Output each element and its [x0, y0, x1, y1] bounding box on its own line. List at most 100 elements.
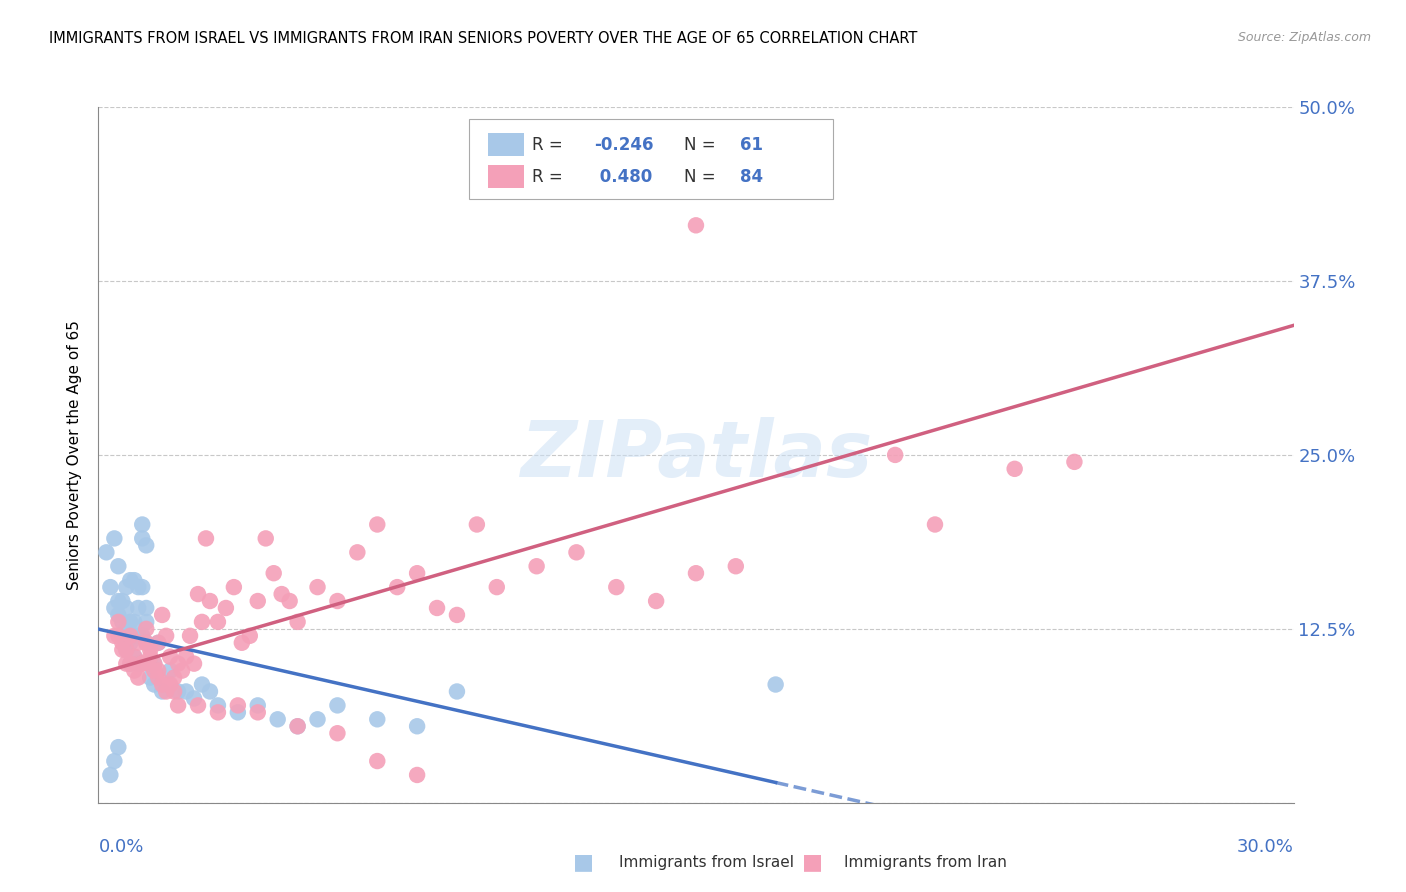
Point [187, 587, 209, 601]
Point [226, 706, 249, 720]
Point [103, 629, 125, 643]
Point [207, 615, 229, 629]
Y-axis label: Seniors Poverty Over the Age of 65: Seniors Poverty Over the Age of 65 [67, 320, 83, 590]
Point [155, 684, 177, 698]
Point [103, 601, 125, 615]
Point [270, 587, 292, 601]
Point [127, 580, 149, 594]
Point [131, 532, 153, 546]
Point [526, 559, 548, 574]
Point [385, 580, 409, 594]
Text: ■: ■ [803, 853, 823, 872]
Point [111, 629, 134, 643]
Point [150, 607, 173, 622]
Point [167, 657, 190, 671]
Point [246, 594, 269, 608]
Point [207, 706, 229, 720]
Text: 84: 84 [740, 168, 763, 186]
Text: IMMIGRANTS FROM ISRAEL VS IMMIGRANTS FROM IRAN SENIORS POVERTY OVER THE AGE OF 6: IMMIGRANTS FROM ISRAEL VS IMMIGRANTS FRO… [49, 31, 918, 46]
Point [645, 162, 668, 177]
Point [465, 517, 488, 532]
Point [127, 629, 149, 643]
Text: N =: N = [685, 136, 721, 153]
Point [287, 719, 309, 733]
Point [446, 607, 468, 622]
Point [183, 691, 205, 706]
Point [139, 657, 162, 671]
Point [924, 517, 946, 532]
FancyBboxPatch shape [488, 166, 524, 187]
Point [148, 636, 170, 650]
Point [127, 657, 149, 671]
Point [131, 517, 153, 532]
Point [222, 580, 245, 594]
Point [120, 636, 142, 650]
Point [115, 642, 138, 657]
Point [139, 649, 162, 664]
Point [195, 532, 218, 546]
Point [124, 629, 146, 643]
Point [326, 698, 349, 713]
Text: 0.0%: 0.0% [98, 838, 143, 855]
Point [174, 684, 197, 698]
Point [120, 629, 142, 643]
Point [191, 677, 214, 691]
Point [191, 615, 214, 629]
Point [287, 719, 309, 733]
Point [107, 615, 129, 629]
Point [115, 580, 138, 594]
Point [163, 671, 186, 685]
Point [107, 594, 129, 608]
Point [685, 219, 707, 233]
Point [127, 671, 149, 685]
Point [724, 559, 747, 574]
Point [107, 629, 129, 643]
Point [226, 698, 249, 713]
Text: 61: 61 [740, 136, 763, 153]
Point [148, 636, 170, 650]
Point [120, 657, 142, 671]
Point [246, 698, 269, 713]
Point [159, 677, 181, 691]
Point [107, 740, 129, 755]
Point [143, 657, 166, 671]
Point [131, 629, 153, 643]
Point [278, 594, 301, 608]
Point [115, 622, 138, 636]
Point [124, 649, 146, 664]
Point [287, 615, 309, 629]
Point [366, 517, 388, 532]
Point [167, 684, 190, 698]
Point [406, 768, 429, 782]
Point [135, 601, 157, 615]
Point [124, 664, 146, 678]
Point [127, 636, 149, 650]
Text: N =: N = [685, 168, 721, 186]
Point [183, 657, 205, 671]
FancyBboxPatch shape [488, 134, 524, 156]
Point [111, 594, 134, 608]
Point [127, 601, 149, 615]
Point [148, 671, 170, 685]
Point [124, 573, 146, 587]
Point [254, 532, 277, 546]
Point [143, 664, 166, 678]
Point [139, 642, 162, 657]
Point [406, 566, 429, 581]
Point [120, 657, 142, 671]
Text: ■: ■ [574, 853, 593, 872]
Point [263, 566, 285, 581]
Point [135, 636, 157, 650]
Point [174, 649, 197, 664]
Point [446, 684, 468, 698]
Point [103, 532, 125, 546]
Point [135, 622, 157, 636]
Point [1004, 462, 1026, 476]
Point [115, 642, 138, 657]
Point [215, 601, 238, 615]
Point [426, 601, 449, 615]
Point [187, 698, 209, 713]
Point [143, 657, 166, 671]
Text: Immigrants from Iran: Immigrants from Iran [844, 855, 1007, 870]
Point [124, 649, 146, 664]
